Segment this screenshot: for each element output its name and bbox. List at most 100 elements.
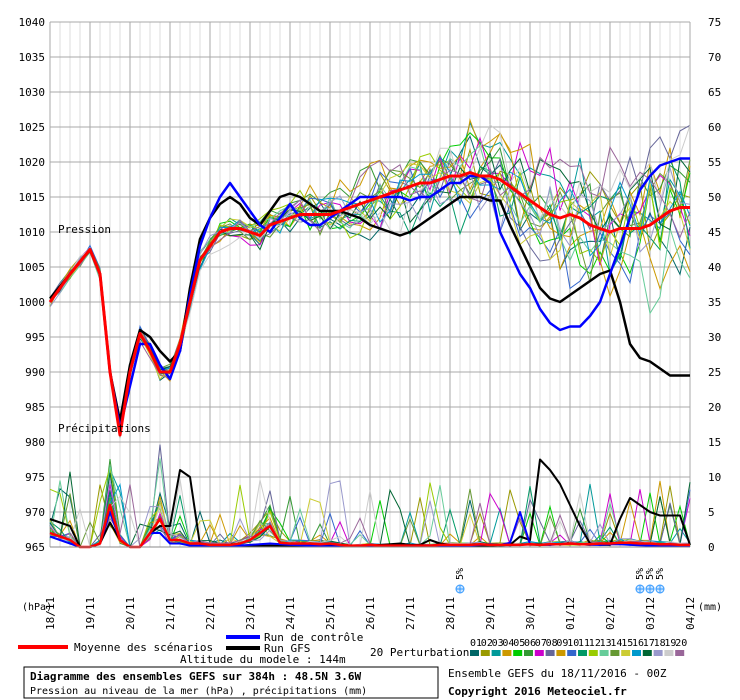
perturbation-swatch	[556, 650, 566, 656]
snow-markers: 5% 5% 5% 5%	[455, 568, 666, 594]
y-right-tick: 25	[708, 366, 721, 379]
x-date-label: 04/12	[684, 597, 697, 630]
perturbation-id-label: 16	[632, 638, 644, 649]
perturbation-swatch	[664, 650, 674, 656]
perturbation-id-label: 01	[470, 638, 482, 649]
y-left-tick: 1035	[19, 51, 46, 64]
perturbation-pressure-line	[49, 145, 691, 436]
perturbation-id-label: 03	[492, 638, 504, 649]
perturbation-id-label: 12	[589, 638, 601, 649]
perturbation-swatch	[567, 650, 577, 656]
chart-axes: 965 0 970 5 975 10 980 15 985 20 990 25 995 30 1000 35 1…	[19, 16, 722, 630]
chart-subtitle: Pression au niveau de la mer (hPa) , pré…	[30, 685, 367, 697]
run-info: Ensemble GEFS du 18/11/2016 - 00Z	[448, 667, 667, 680]
x-date-label: 29/11	[484, 597, 497, 630]
legend-gfs-label: Run GFS	[264, 642, 310, 655]
perturbation-swatch	[578, 650, 587, 656]
y-right-tick: 20	[708, 401, 721, 414]
perturbation-swatch	[534, 650, 544, 656]
perturbation-swatch	[491, 650, 501, 656]
x-date-label: 25/11	[324, 597, 337, 630]
x-date-label: 27/11	[404, 597, 417, 630]
perturbation-swatch	[545, 650, 555, 656]
perturbation-swatch	[642, 650, 652, 656]
perturbation-swatch	[480, 650, 490, 656]
gfs-pressure-line	[49, 192, 690, 423]
y-right-tick: 70	[708, 51, 721, 64]
y-right-tick: 0	[708, 541, 715, 554]
left-unit-label: (hPa)	[22, 602, 52, 613]
perturbation-swatch	[632, 650, 641, 656]
x-date-label: 30/11	[524, 597, 537, 630]
x-date-label: 21/11	[164, 597, 177, 630]
perturbation-id-label: 15	[621, 638, 633, 649]
x-date-label: 26/11	[364, 597, 377, 630]
copyright: Copyright 2016 Meteociel.fr	[448, 685, 627, 698]
perturbation-id-label: 17	[643, 638, 655, 649]
main-series-lines	[48, 157, 691, 549]
perturbation-swatch	[524, 650, 533, 656]
title-box	[23, 666, 439, 699]
perturbation-id-label: 04	[502, 638, 514, 649]
x-date-label: 28/11	[444, 597, 457, 630]
y-left-tick: 995	[25, 331, 45, 344]
perturbation-swatch	[653, 650, 663, 656]
pressure-label: Pression	[58, 223, 111, 236]
mean-precip-line	[49, 503, 690, 549]
perturbation-id-label: 05	[513, 638, 525, 649]
perturbation-swatch	[588, 650, 598, 656]
perturbation-swatch	[513, 650, 523, 656]
perturbation-pressure-line	[49, 163, 691, 435]
x-date-label: 02/12	[604, 597, 617, 630]
y-right-tick: 60	[708, 121, 721, 134]
y-left-tick: 1005	[19, 261, 46, 274]
chart-grid	[49, 21, 691, 548]
y-right-tick: 15	[708, 436, 721, 449]
y-left-tick: 965	[25, 541, 45, 554]
y-left-tick: 1015	[19, 191, 46, 204]
perturbation-id-label: 11	[578, 638, 590, 649]
y-right-tick: 5	[708, 506, 715, 519]
perturbation-id-label: 19	[664, 638, 676, 649]
legend-control-label: Run de contrôle	[264, 631, 363, 644]
y-right-tick: 50	[708, 191, 721, 204]
x-date-label: 19/11	[84, 597, 97, 630]
y-right-tick: 10	[708, 471, 721, 484]
perturbation-swatch	[599, 650, 609, 656]
y-right-tick: 45	[708, 226, 721, 239]
perturbation-id-label: 18	[654, 638, 666, 649]
snow-percent-label: 5%	[655, 568, 666, 580]
perturbation-swatch	[610, 650, 620, 656]
legend-perturbations-label: 20 Perturbations	[370, 646, 476, 659]
snow-percent-label: 5%	[645, 568, 656, 580]
snow-percent-label: 5%	[455, 568, 466, 580]
y-left-tick: 1000	[19, 296, 46, 309]
y-left-tick: 1040	[19, 16, 46, 29]
chart-title: Diagramme des ensembles GEFS sur 384h : …	[30, 670, 362, 683]
perturbation-id-label: 08	[546, 638, 558, 649]
perturbation-id-label: 20	[675, 638, 687, 649]
y-left-tick: 990	[25, 366, 45, 379]
y-right-tick: 40	[708, 261, 721, 274]
perturbation-id-label: 14	[610, 638, 622, 649]
x-date-label: 24/11	[284, 597, 297, 630]
y-right-tick: 35	[708, 296, 721, 309]
perturbation-id-label: 10	[567, 638, 579, 649]
perturbation-id-label: 13	[600, 638, 612, 649]
x-date-label: 01/12	[564, 597, 577, 630]
y-right-tick: 30	[708, 331, 721, 344]
y-left-tick: 980	[25, 436, 45, 449]
perturbation-swatch	[621, 650, 631, 656]
mean-pressure-line	[48, 171, 690, 437]
perturbation-id-label: 09	[556, 638, 568, 649]
perturbation-id-label: 06	[524, 638, 536, 649]
x-date-label: 18/11	[44, 597, 57, 630]
x-date-label: 03/12	[644, 597, 657, 630]
perturbation-precip-line	[49, 478, 691, 549]
perturbation-swatch	[675, 650, 685, 656]
perturbation-id-label: 02	[481, 638, 493, 649]
y-right-tick: 65	[708, 86, 721, 99]
y-left-tick: 1030	[19, 86, 46, 99]
